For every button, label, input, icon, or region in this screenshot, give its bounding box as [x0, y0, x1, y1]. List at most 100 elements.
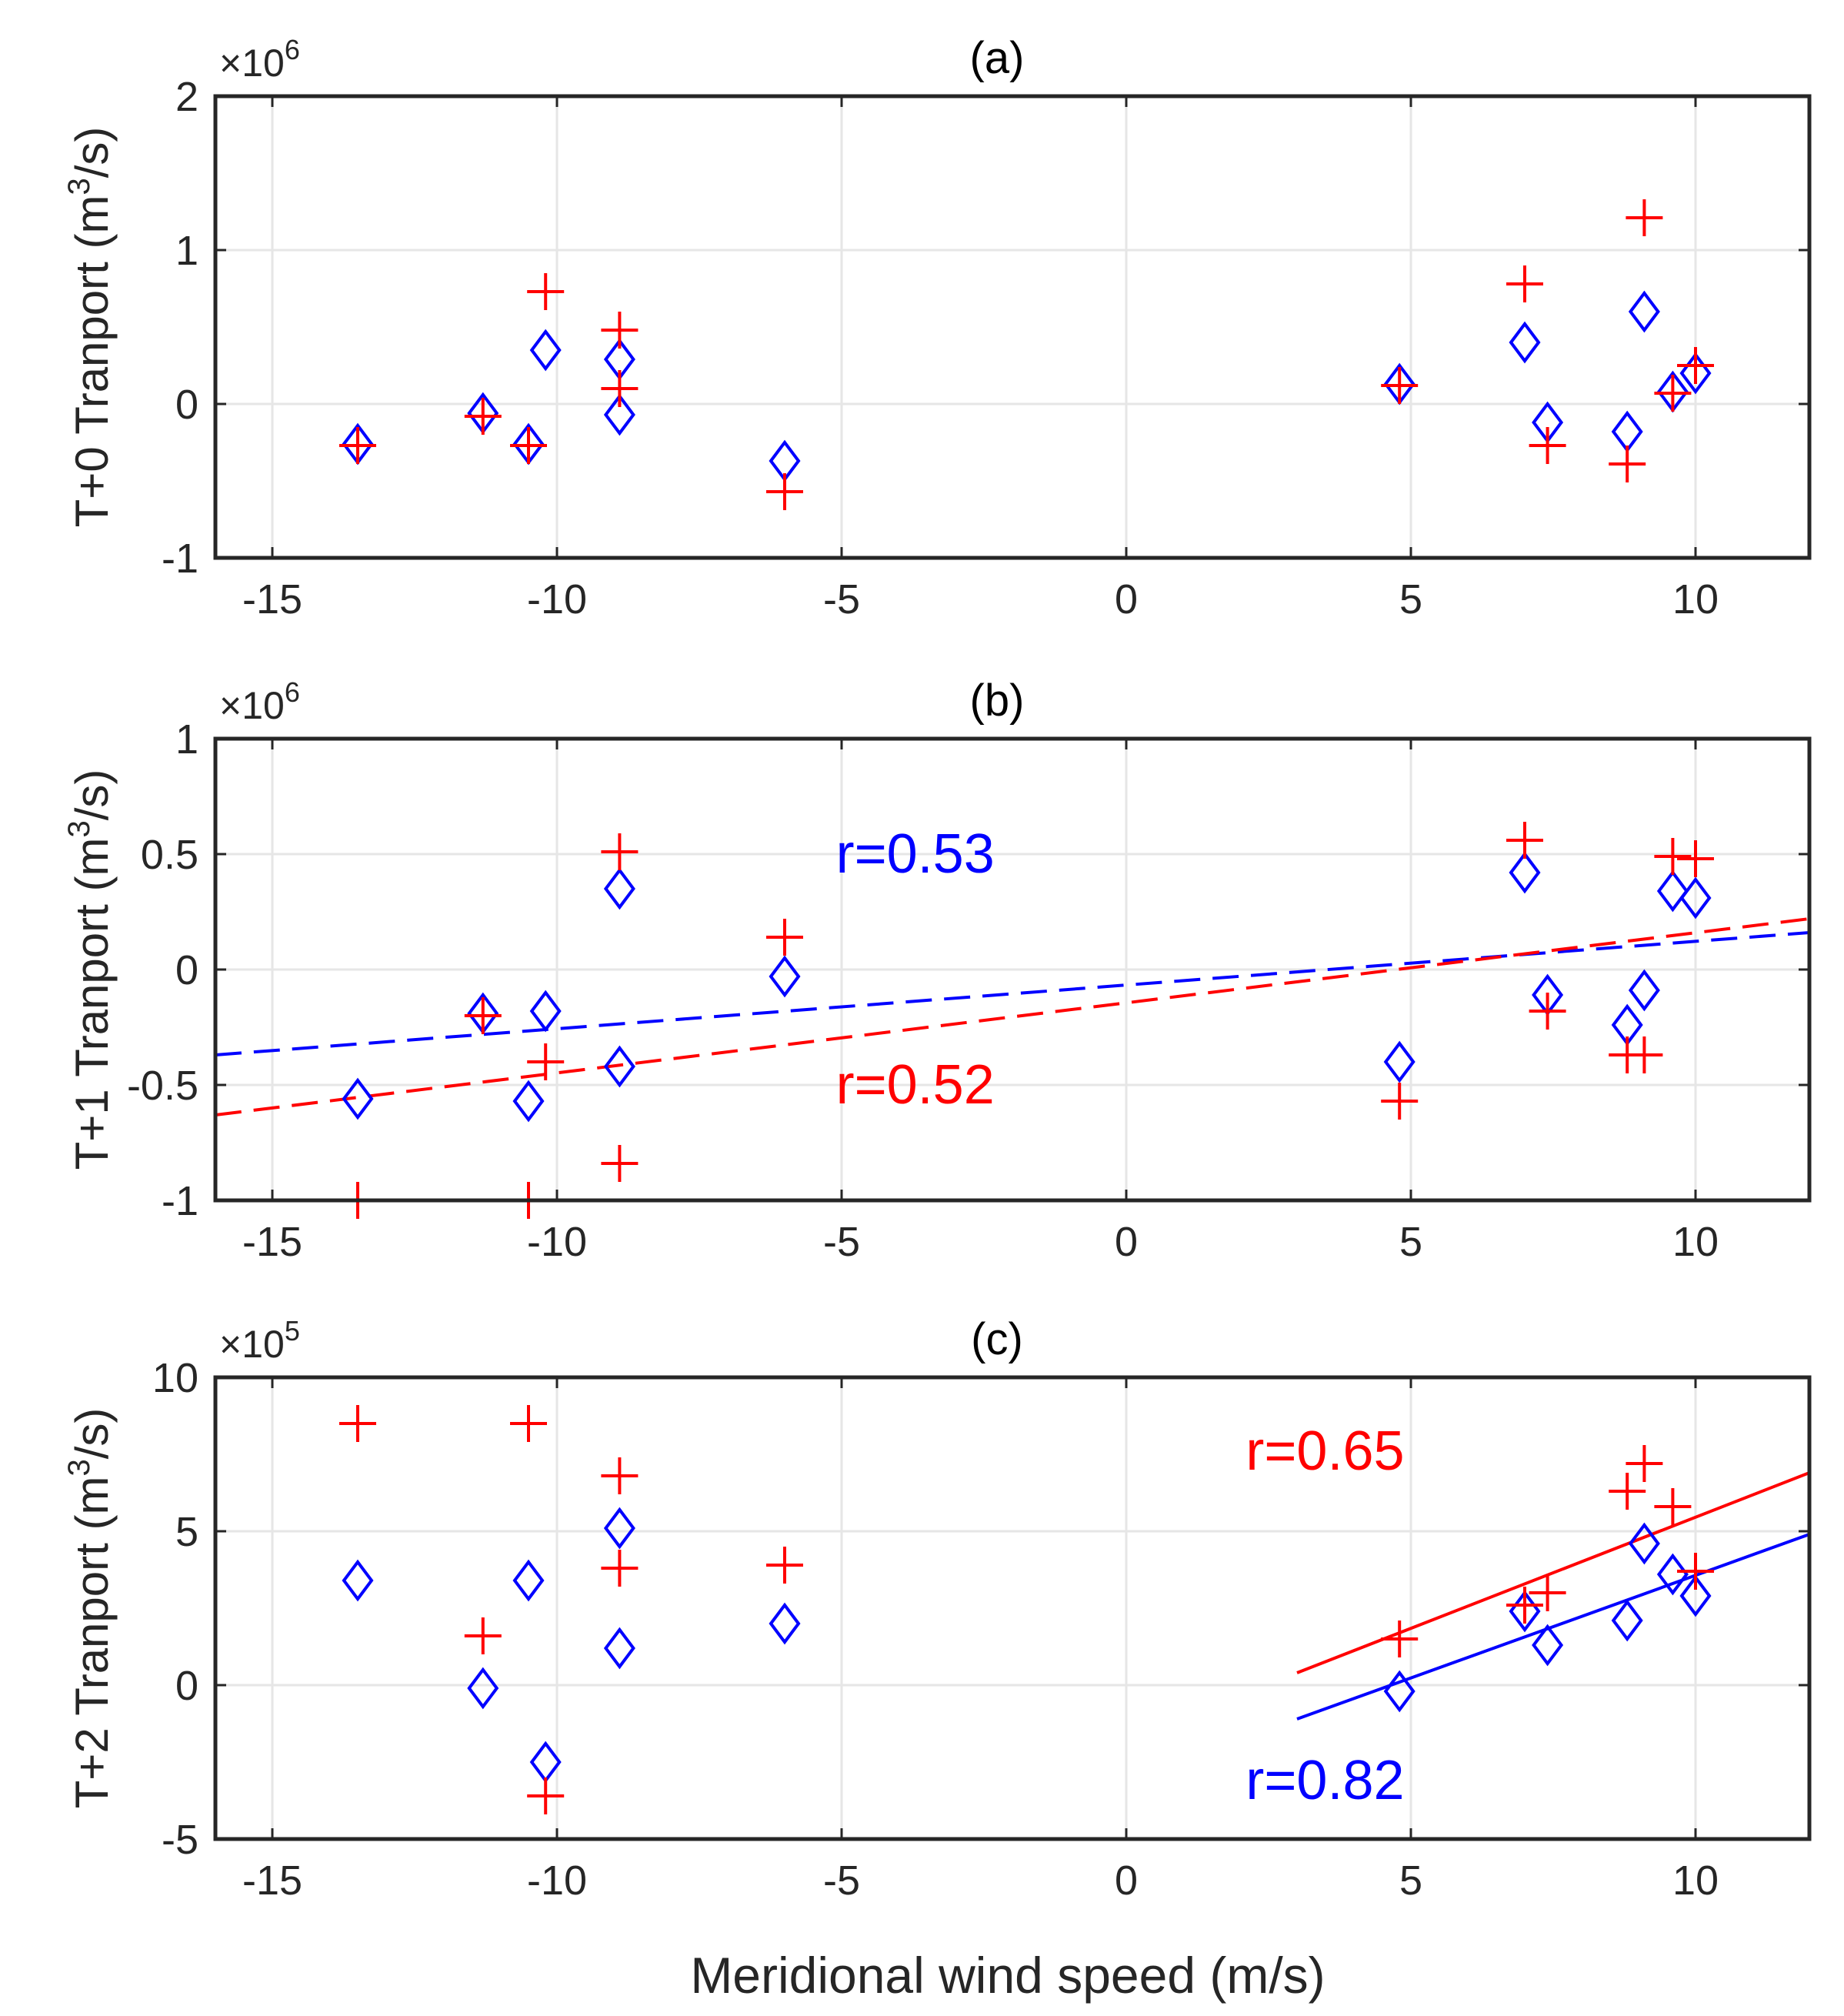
plus-marker — [1626, 1445, 1663, 1482]
axes-box — [213, 736, 1812, 1203]
plus-marker — [1381, 367, 1419, 404]
panel-title: (a) — [970, 33, 1025, 83]
diamond-marker — [529, 990, 562, 1033]
y-tick-label: -5 — [162, 1817, 198, 1863]
x-tick-label: -5 — [823, 1857, 860, 1904]
diamond-marker — [467, 1667, 499, 1710]
plot-area — [215, 1377, 1809, 1839]
x-tick-label: -5 — [823, 576, 860, 622]
plus-marker — [464, 1617, 502, 1654]
plus-marker — [527, 1043, 565, 1080]
plus-marker — [1381, 1083, 1419, 1120]
diamond-marker — [1628, 969, 1660, 1012]
plus-marker — [510, 427, 547, 464]
plus-marker — [464, 398, 502, 435]
plus-marker — [1654, 838, 1692, 875]
diamond-marker — [769, 955, 801, 998]
panel-title: (b) — [970, 676, 1025, 726]
diamond-marker — [529, 329, 562, 372]
plus-marker — [766, 919, 803, 956]
plus-marker — [1506, 265, 1543, 302]
x-tick-label: 0 — [1115, 576, 1138, 622]
diamond-marker — [1656, 1553, 1689, 1596]
x-axis-label: Meridional wind speed (m/s) — [690, 1947, 1325, 2004]
x-tick-label: 5 — [1399, 1857, 1422, 1904]
y-tick-label: -1 — [162, 536, 198, 582]
x-tick-label: 5 — [1399, 576, 1422, 622]
panel-c: r=0.65 r=0.82 -15 -10 -5 0 5 10 -5 0 5 10 ×105 (c) T+2… — [62, 1314, 1812, 1904]
diamond-marker — [342, 1077, 374, 1120]
y-tick-label: -0.5 — [127, 1063, 198, 1109]
x-tick-label: -15 — [242, 1219, 302, 1265]
plus-marker — [766, 1547, 803, 1584]
panel-title: (c) — [971, 1314, 1023, 1364]
y-axis-label: T+0 Tranport (m3/s) — [62, 127, 118, 528]
diamond-marker — [1532, 1624, 1564, 1667]
plus-marker — [1677, 1553, 1714, 1590]
plus-marker — [1654, 375, 1692, 412]
fit-lines — [215, 917, 1809, 1116]
y-tick-label: 2 — [175, 74, 198, 120]
diamond-marker — [1383, 1670, 1416, 1713]
plus-marker — [1506, 822, 1543, 859]
plus-marker — [527, 273, 565, 310]
fit-line — [215, 931, 1809, 1056]
plus-marker — [1626, 199, 1663, 236]
plus-marker — [527, 1777, 565, 1814]
fit-line — [1296, 1533, 1809, 1721]
plot-area — [215, 96, 1809, 558]
diamond-marker — [603, 1627, 635, 1670]
x-tick-label: -10 — [527, 576, 587, 622]
x-tick-label: -10 — [527, 1219, 587, 1265]
y-tick-label: 1 — [175, 716, 198, 763]
y-tick-label: 1 — [175, 228, 198, 274]
diamond-marker — [1383, 1040, 1416, 1083]
diamond-marker — [1679, 876, 1712, 920]
axes-box — [213, 94, 1812, 560]
diamond-marker — [512, 1559, 545, 1602]
plus-marker — [464, 997, 502, 1034]
x-tick-label: 10 — [1672, 576, 1719, 622]
diamond-marker — [603, 1045, 635, 1088]
diamond-marker — [769, 1602, 801, 1645]
y-tick-label: 0 — [175, 1663, 198, 1709]
axis-multiplier: ×105 — [219, 1315, 300, 1366]
plus-marker — [601, 370, 639, 407]
correlation-label: r=0.82 — [1245, 1750, 1404, 1811]
y-axis-label: T+1 Tranport (m3/s) — [62, 769, 118, 1170]
x-tick-label: -15 — [242, 576, 302, 622]
x-tick-label: 0 — [1115, 1857, 1138, 1904]
x-tick-label: -15 — [242, 1857, 302, 1904]
diamond-marker — [1509, 321, 1541, 364]
plus-marker — [1506, 1587, 1543, 1624]
diamond-marker — [1656, 869, 1689, 913]
diamond-marker — [1509, 851, 1541, 894]
x-tick-label: 5 — [1399, 1219, 1422, 1265]
x-tick-label: 0 — [1115, 1219, 1138, 1265]
plus-marker — [601, 833, 639, 870]
panel-b: r=0.53 r=0.52 -15 -10 -5 0 5 10 -1 -0.5 0 0.5 1 ×106 (… — [62, 676, 1812, 1265]
plus-marker — [1626, 1036, 1663, 1073]
diamond-marker — [342, 1559, 374, 1602]
plus-marker — [339, 427, 376, 464]
diamond-marker — [1628, 290, 1660, 333]
axes-box — [213, 1375, 1812, 1841]
plus-marker — [1677, 840, 1714, 877]
diamond-marker — [1611, 1599, 1643, 1642]
plus-marker — [510, 1405, 547, 1442]
plus-marker — [766, 473, 803, 510]
x-tick-label: 10 — [1672, 1219, 1719, 1265]
x-tick-label: 10 — [1672, 1857, 1719, 1904]
diamond-marker — [1628, 1522, 1660, 1565]
plus-marker — [601, 312, 639, 349]
y-tick-label: 0 — [175, 947, 198, 993]
correlation-label: r=0.65 — [1245, 1420, 1404, 1482]
plus-marker — [1609, 1473, 1646, 1510]
correlation-label: r=0.52 — [836, 1054, 995, 1116]
y-tick-label: 10 — [152, 1355, 198, 1401]
plus-marker — [601, 1457, 639, 1494]
plus-marker — [601, 1550, 639, 1587]
y-tick-label: -1 — [162, 1178, 198, 1224]
